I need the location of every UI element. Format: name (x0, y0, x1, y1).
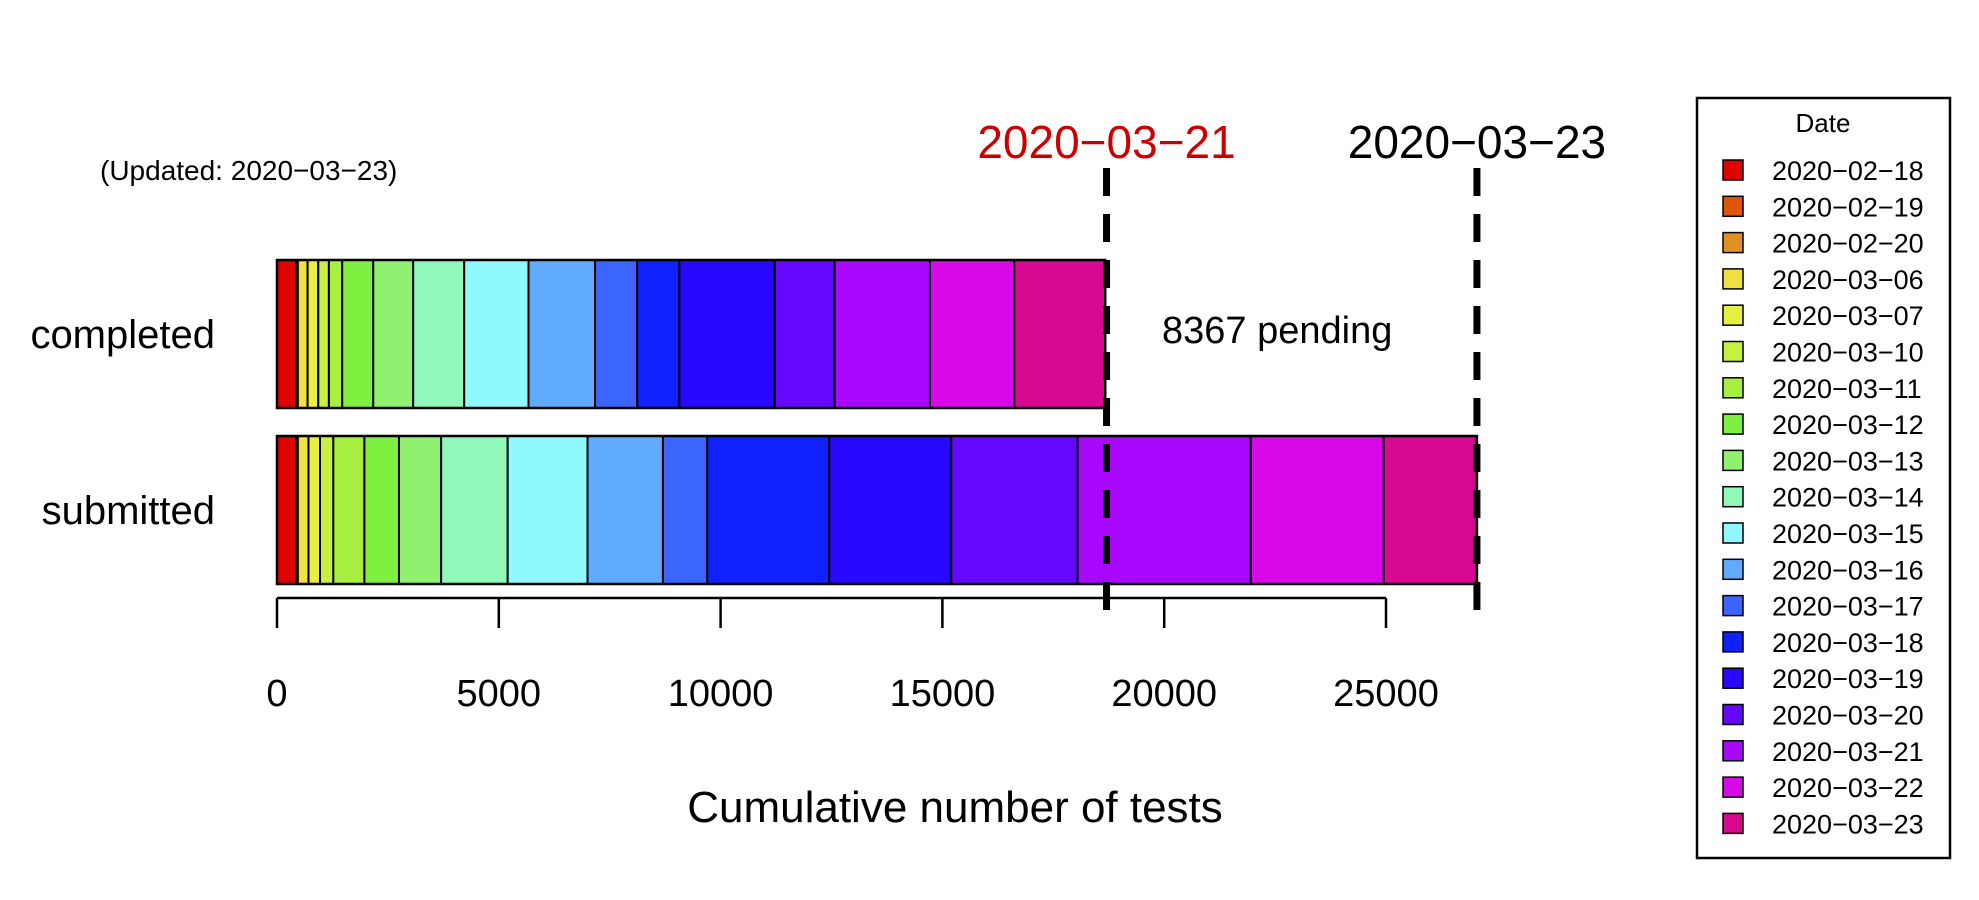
legend-swatch-5 (1722, 340, 1744, 363)
legend-label-5: 2020−03−10 (1772, 338, 1924, 368)
bar-completed-3 (296, 259, 309, 409)
x-tick-label-15000: 15000 (890, 673, 996, 715)
bar-submitted-11 (586, 435, 664, 585)
legend-label-4: 2020−03−07 (1772, 301, 1924, 331)
bar-submitted-9 (440, 435, 509, 585)
legend-label-14: 2020−03−19 (1772, 664, 1924, 694)
legend-swatch-11 (1722, 558, 1744, 581)
bar-submitted-3 (296, 435, 310, 585)
bar-completed-6 (327, 259, 344, 409)
legend-label-17: 2020−03−22 (1772, 773, 1924, 803)
bar-completed-11 (527, 259, 597, 409)
legend-swatch-3 (1722, 268, 1744, 290)
legend-swatch-8 (1722, 449, 1744, 472)
category-labels: completed submitted (30, 313, 215, 533)
legend-label-3: 2020−03−06 (1772, 265, 1924, 295)
bar-submitted-6 (332, 435, 366, 585)
legend-label-6: 2020−03−11 (1772, 374, 1922, 404)
x-tick-label-20000: 20000 (1111, 673, 1217, 715)
bar-submitted-4 (307, 435, 322, 585)
bar-submitted-7 (363, 435, 400, 585)
bar-completed-9 (412, 259, 466, 409)
legend-label-2: 2020−02−20 (1772, 229, 1924, 259)
reference-label-0: 2020−03−21 (977, 116, 1235, 168)
legend-label-9: 2020−03−14 (1772, 483, 1924, 513)
legend-label-0: 2020−02−18 (1772, 156, 1924, 186)
legend: Date 2020−02−18 2020−02−19 2020−02−20 2020−0… (1695, 96, 1952, 860)
legend-swatch-12 (1722, 594, 1744, 617)
legend-label-16: 2020−03−21 (1772, 737, 1924, 767)
category-label-submitted: submitted (42, 489, 215, 533)
bar-submitted-14 (828, 435, 953, 585)
bar-submitted-0 (276, 435, 298, 585)
x-axis-label: Cumulative number of tests (687, 783, 1223, 832)
x-tick-label-10000: 10000 (668, 673, 774, 715)
legend-label-13: 2020−03−18 (1772, 628, 1924, 658)
bar-completed-18 (1013, 259, 1107, 409)
bar-completed-5 (317, 259, 330, 409)
reference-lines: 2020−03−21 2020−03−23 (977, 116, 1606, 616)
bar-completed-0 (276, 259, 298, 409)
legend-swatch-6 (1722, 377, 1744, 399)
legend-swatch-15 (1722, 703, 1744, 726)
legend-box (1695, 96, 1952, 860)
x-tick-label-5000: 5000 (457, 673, 542, 715)
bar-submitted-10 (506, 435, 589, 585)
bar-submitted-18 (1382, 435, 1478, 585)
pending-annotation: 8367 pending (1162, 310, 1392, 352)
legend-swatch-13 (1722, 631, 1744, 653)
legend-label-10: 2020−03−15 (1772, 519, 1924, 549)
bar-submitted-12 (661, 435, 709, 585)
x-tick-label-0: 0 (266, 673, 287, 715)
legend-label-18: 2020−03−23 (1772, 809, 1924, 839)
bar-submitted-8 (397, 435, 443, 585)
legend-swatch-14 (1722, 667, 1744, 689)
bar-completed-10 (463, 259, 530, 409)
legend-swatch-16 (1722, 740, 1744, 762)
x-tick-label-25000: 25000 (1333, 673, 1439, 715)
legend-swatch-1 (1722, 195, 1744, 218)
bar-completed-16 (833, 259, 931, 409)
legend-label-7: 2020−03−12 (1772, 410, 1924, 440)
bar-completed-14 (678, 259, 776, 409)
bar-submitted-17 (1249, 435, 1385, 585)
legend-label-8: 2020−03−13 (1772, 446, 1924, 476)
legend-label-15: 2020−03−20 (1772, 701, 1924, 731)
bar-submitted-13 (706, 435, 831, 585)
bar-completed-17 (928, 259, 1016, 409)
bar-submitted-5 (319, 435, 335, 585)
bar-completed-13 (636, 259, 681, 409)
legend-swatch-18 (1722, 812, 1744, 835)
bar-completed-8 (372, 259, 415, 409)
legend-title: Date (1796, 108, 1851, 138)
bar-completed-12 (594, 259, 639, 409)
category-label-completed: completed (30, 313, 215, 357)
legend-swatch-0 (1722, 159, 1744, 181)
legend-swatch-9 (1722, 485, 1744, 508)
legend-label-12: 2020−03−17 (1772, 592, 1924, 622)
legend-swatch-17 (1722, 776, 1744, 798)
bar-submitted-15 (950, 435, 1079, 585)
bar-completed-4 (306, 259, 320, 409)
legend-swatch-7 (1722, 413, 1744, 435)
reference-label-1: 2020−03−23 (1348, 116, 1606, 168)
legend-label-1: 2020−02−19 (1772, 192, 1924, 222)
bar-segments (275, 258, 1479, 586)
updated-note: (Updated: 2020−03−23) (100, 155, 397, 186)
legend-swatch-10 (1722, 522, 1744, 544)
bar-completed-7 (341, 259, 375, 409)
legend-swatch-2 (1722, 231, 1744, 254)
legend-swatch-4 (1722, 304, 1744, 326)
legend-label-11: 2020−03−16 (1772, 555, 1924, 585)
x-axis: 0 5000 10000 15000 20000 25000 (266, 596, 1439, 715)
bar-completed-15 (773, 259, 836, 409)
